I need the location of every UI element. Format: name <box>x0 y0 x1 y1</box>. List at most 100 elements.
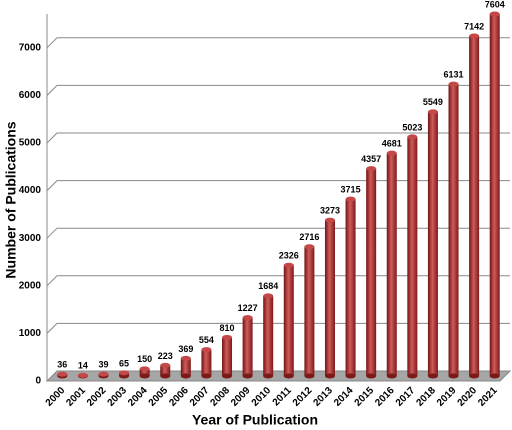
bar-base <box>222 373 233 379</box>
bar-top <box>57 371 68 377</box>
value-label: 65 <box>119 358 129 368</box>
x-tick-label: 2017 <box>394 385 418 409</box>
bar-body <box>263 295 274 376</box>
x-tick-label: 2010 <box>250 385 274 409</box>
bar <box>222 334 233 379</box>
x-tick-label: 2001 <box>64 385 88 409</box>
bar <box>469 33 480 379</box>
y-tick-label: 2000 <box>19 280 42 291</box>
bar-body <box>324 220 335 376</box>
value-label: 2716 <box>299 232 319 242</box>
floor <box>45 370 512 382</box>
value-label: 3715 <box>341 185 361 195</box>
bar-top <box>448 81 459 87</box>
bar-base <box>242 373 253 379</box>
bar <box>489 11 500 379</box>
bar-top <box>77 372 88 378</box>
x-tick-label: 2013 <box>311 385 335 409</box>
bar-body <box>222 337 233 376</box>
bar <box>304 244 315 379</box>
bar <box>160 362 171 379</box>
bar-base <box>201 373 212 379</box>
value-label: 4681 <box>382 139 402 149</box>
value-label: 1227 <box>238 303 258 313</box>
x-tick-label: 2005 <box>147 385 171 409</box>
bar <box>201 347 212 379</box>
bar-top <box>180 355 191 361</box>
bar <box>448 81 459 379</box>
grid-line <box>46 322 510 334</box>
bar <box>263 293 274 379</box>
x-tick-label: 2002 <box>85 385 109 409</box>
y-axis-title: Number of Publications <box>3 121 19 278</box>
bar-top <box>489 11 500 17</box>
bar-base <box>160 373 171 379</box>
value-label: 810 <box>220 323 235 333</box>
x-tick-label: 2009 <box>229 385 253 409</box>
x-tick-label: 2018 <box>414 385 438 409</box>
bar-top <box>263 293 274 299</box>
bar-top <box>427 109 438 115</box>
value-label: 6131 <box>444 70 464 80</box>
bar <box>57 371 68 379</box>
x-tick-label: 2007 <box>188 385 212 409</box>
bar-top <box>139 366 150 372</box>
bar-body <box>283 265 294 376</box>
bar-base <box>386 373 397 379</box>
y-tick-label: 1000 <box>19 328 42 339</box>
bar <box>283 262 294 379</box>
x-tick-label: 2012 <box>291 385 315 409</box>
y-tick-label: 3000 <box>19 233 42 244</box>
bar-body <box>345 199 356 376</box>
bar-top <box>283 262 294 268</box>
value-label: 223 <box>158 351 173 361</box>
grid-line <box>46 132 510 144</box>
bar-body <box>201 349 212 376</box>
grid-line <box>46 37 510 49</box>
bar-top <box>201 347 212 353</box>
bar-top <box>119 370 130 376</box>
bar <box>242 315 253 379</box>
bar-body <box>242 317 253 376</box>
grid-line <box>46 275 510 287</box>
bar-top <box>222 334 233 340</box>
bar-top <box>160 362 171 368</box>
bar-top <box>407 134 418 140</box>
x-tick-label: 2021 <box>476 385 500 409</box>
bar-body <box>366 168 377 376</box>
bar <box>386 150 397 379</box>
bar-base <box>469 373 480 379</box>
x-tick-label: 2003 <box>106 385 130 409</box>
bar-base <box>139 373 150 379</box>
bar-body <box>160 365 171 376</box>
bar-base <box>304 373 315 379</box>
y-tick-label: 7000 <box>19 42 42 53</box>
value-label: 7142 <box>464 21 484 31</box>
bar <box>77 372 88 379</box>
bar-base <box>427 373 438 379</box>
bar-top <box>345 196 356 202</box>
x-tick-label: 2016 <box>373 385 397 409</box>
value-label: 3273 <box>320 206 340 216</box>
value-label: 4357 <box>361 154 381 164</box>
grid-line <box>46 227 510 239</box>
value-label: 39 <box>98 360 108 370</box>
bar-body <box>427 111 438 376</box>
x-tick-label: 2000 <box>44 385 68 409</box>
bar-base <box>345 373 356 379</box>
value-label: 2326 <box>279 251 299 261</box>
bar-body <box>448 84 459 376</box>
bar-top <box>366 166 377 172</box>
bar <box>407 134 418 379</box>
bar-base <box>448 373 459 379</box>
bar-body <box>407 136 418 376</box>
grid-line <box>46 180 510 191</box>
value-label: 150 <box>137 354 152 364</box>
bar-body <box>489 14 500 377</box>
bar-body <box>469 36 480 376</box>
bar <box>180 355 191 379</box>
bar-base <box>366 373 377 379</box>
bar <box>345 196 356 379</box>
